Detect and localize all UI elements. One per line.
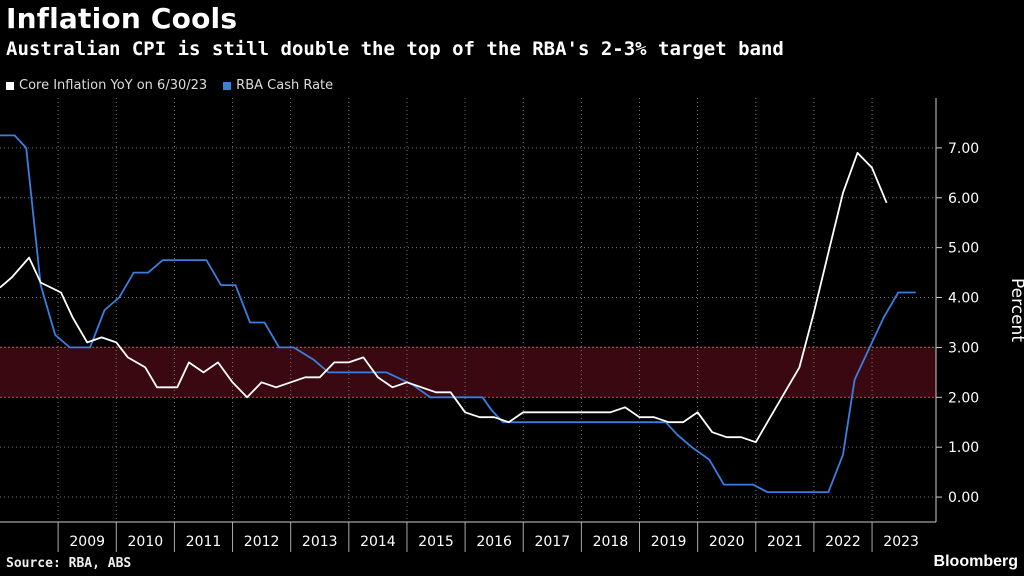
x-tick-label: 2018 xyxy=(593,534,629,550)
target-band xyxy=(0,347,936,398)
x-tick-label: 2011 xyxy=(186,534,222,550)
legend-label-cash-rate: RBA Cash Rate xyxy=(236,78,334,93)
chart-title: Inflation Cools xyxy=(6,2,238,35)
x-tick-label: 2010 xyxy=(128,534,164,550)
legend-label-core-inflation: Core Inflation YoY on 6/30/23 xyxy=(19,78,208,93)
legend-swatch-core-inflation xyxy=(6,81,14,90)
bloomberg-logo: Bloomberg xyxy=(933,553,1018,570)
chart-subtitle: Australian CPI is still double the top o… xyxy=(6,38,784,60)
y-tick-label: 3.00 xyxy=(948,340,979,356)
x-tick-label: 2023 xyxy=(883,534,919,550)
y-axis-label: Percent xyxy=(1007,278,1024,342)
series-line-core-inflation xyxy=(0,152,888,444)
y-tick-label: 7.00 xyxy=(948,141,979,157)
x-tick-label: 2020 xyxy=(709,534,745,550)
y-tick-label: 5.00 xyxy=(948,241,979,257)
y-tick-label: 0.00 xyxy=(948,490,979,506)
series-line-cash-rate xyxy=(0,134,916,493)
x-tick-label: 2009 xyxy=(69,534,105,550)
x-tick-label: 2012 xyxy=(244,534,280,550)
y-tick-label: 6.00 xyxy=(948,191,979,207)
legend-item-cash-rate: RBA Cash Rate xyxy=(223,78,333,93)
source-note: Source: RBA, ABS xyxy=(6,556,132,571)
x-tick-label: 2017 xyxy=(534,534,570,550)
y-tick-label: 1.00 xyxy=(948,440,979,456)
y-tick-label: 2.00 xyxy=(948,390,979,406)
x-tick-label: 2022 xyxy=(825,534,861,550)
legend: Core Inflation YoY on 6/30/23 RBA Cash R… xyxy=(6,78,333,93)
x-tick-label: 2016 xyxy=(476,534,512,550)
x-tick-label: 2013 xyxy=(302,534,338,550)
x-tick-label: 2021 xyxy=(767,534,803,550)
x-tick-label: 2014 xyxy=(360,534,396,550)
legend-item-core-inflation: Core Inflation YoY on 6/30/23 xyxy=(6,78,207,93)
x-tick-label: 2019 xyxy=(651,534,687,550)
legend-swatch-cash-rate xyxy=(223,81,232,90)
x-tick-label: 2015 xyxy=(418,534,454,550)
y-tick-label: 4.00 xyxy=(948,291,979,307)
